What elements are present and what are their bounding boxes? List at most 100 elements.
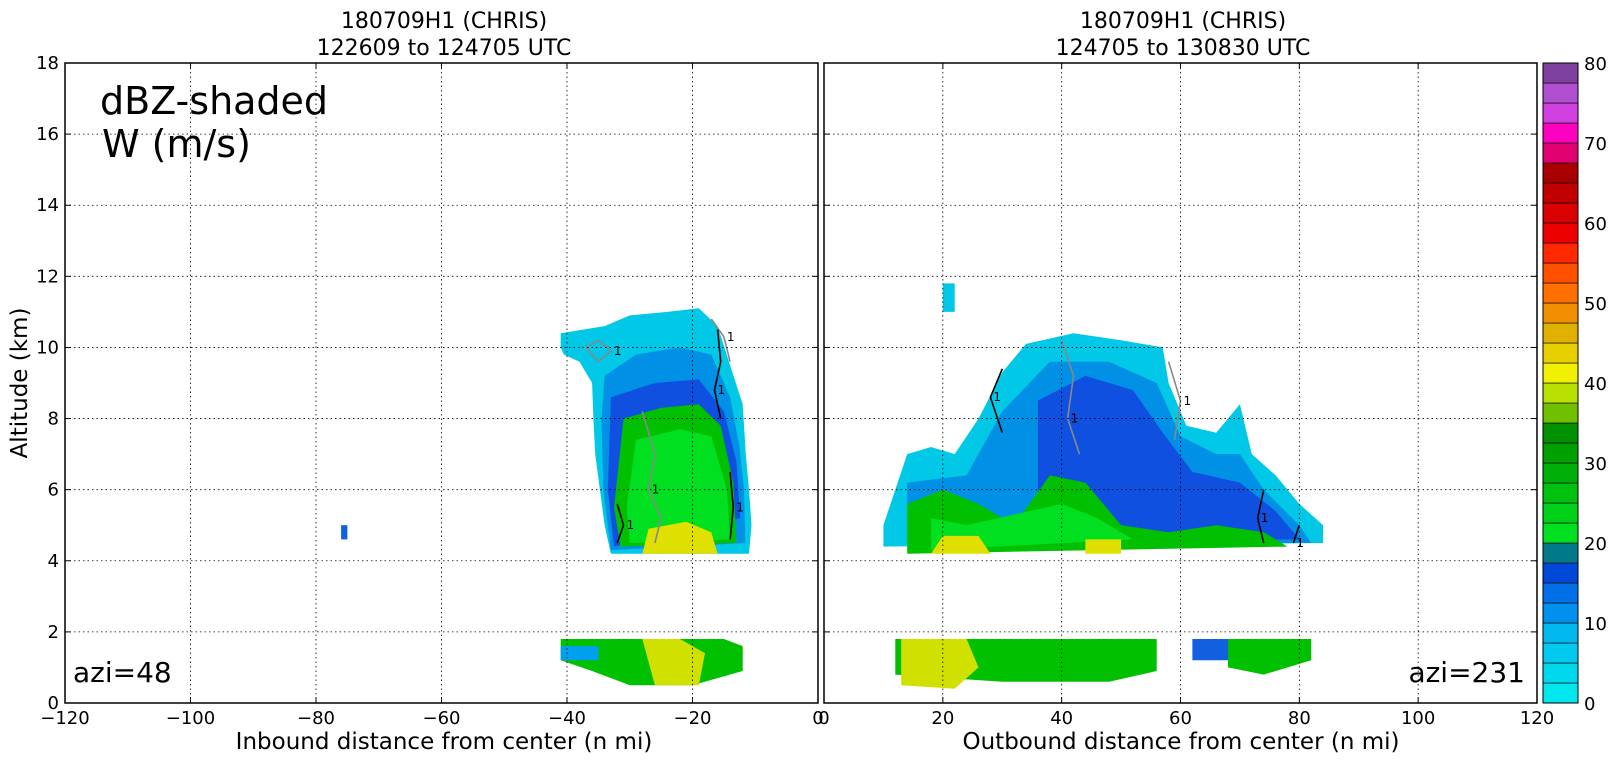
right-lower-echo-9 (1192, 639, 1228, 661)
right-azimuth-label: azi=231 (1408, 656, 1525, 689)
colorbar-tick-label-4: 40 (1584, 374, 1607, 395)
colorbar-swatch-25 (1542, 182, 1579, 204)
colorbar-tick-label-0: 0 (1584, 694, 1595, 715)
colorbar-swatch-6 (1542, 562, 1579, 584)
right-mid-echo-4 (931, 503, 1133, 551)
colorbar-tick-label-2: 20 (1584, 534, 1607, 555)
colorbar-frame (1542, 62, 1579, 704)
left-y-tick-label-4: 8 (48, 409, 59, 430)
right-bright-band-6 (1085, 539, 1122, 554)
right-ticks: 0 20 40 60 80 100 120 (818, 62, 1554, 729)
left-w-contour-2 (710, 318, 731, 362)
right-contour-label-4: 1 (1296, 536, 1304, 550)
left-y-tick-label-8: 16 (36, 124, 59, 145)
right-x-tick-label-2: 40 (1050, 708, 1073, 729)
left-lower-echo-7 (642, 639, 705, 686)
right-echo-layer (883, 283, 1324, 689)
right-x-tick-label-3: 60 (1169, 708, 1192, 729)
left-bright-band-5 (642, 521, 718, 554)
right-x-tick-label-0: 0 (818, 708, 829, 729)
left-x-tick-label-2: −80 (297, 708, 335, 729)
left-azimuth-label: azi=48 (73, 656, 172, 689)
colorbar-swatch-19 (1542, 302, 1579, 324)
left-contour-label-2: 1 (727, 330, 735, 344)
left-x-tick-label-4: −40 (548, 708, 586, 729)
colorbar-swatch-7 (1542, 542, 1579, 564)
left-mid-echo-4 (626, 429, 731, 543)
right-lower-echo-8 (901, 639, 979, 689)
colorbar-tick-label-7: 70 (1584, 134, 1607, 155)
right-x-tick-label-5: 100 (1401, 708, 1435, 729)
left-panel-title-line2: 122609 to 124705 UTC (317, 36, 572, 61)
colorbar-swatch-5 (1542, 582, 1579, 604)
colorbar-swatches (1542, 62, 1579, 704)
colorbar-ticks: 0 10 20 30 40 50 60 70 80 (1584, 54, 1607, 715)
right-lower-echo-11 (942, 283, 955, 312)
left-w-contour-1 (641, 411, 662, 544)
colorbar-swatch-9 (1542, 502, 1579, 524)
left-w-contour-0 (585, 339, 613, 363)
left-x-tick-label-5: −20 (674, 708, 712, 729)
right-contour-label-0: 1 (1071, 412, 1079, 426)
right-w-contour-4 (1292, 524, 1301, 544)
right-panel-title-line2: 124705 to 130830 UTC (1056, 36, 1311, 61)
colorbar-swatch-17 (1542, 342, 1579, 364)
left-x-axis-label: Inbound distance from center (n mi) (236, 729, 653, 755)
right-grid (824, 63, 1537, 703)
colorbar-swatch-29 (1542, 102, 1579, 124)
colorbar-swatch-13 (1542, 422, 1579, 444)
right-upper-echo-2 (1037, 375, 1300, 540)
colorbar-swatch-15 (1542, 382, 1579, 404)
left-isolated-echo-9 (341, 525, 348, 540)
left-w-contour-3 (713, 329, 722, 419)
left-y-tick-label-1: 2 (48, 622, 59, 643)
colorbar-swatch-30 (1542, 82, 1579, 104)
left-y-tick-label-5: 10 (36, 337, 59, 358)
right-x-tick-label-6: 120 (1520, 708, 1554, 729)
left-y-axis-label: Altitude (km) (7, 308, 33, 459)
colorbar-swatch-14 (1542, 402, 1579, 424)
right-w-contour-3 (1256, 489, 1265, 544)
colorbar-swatch-23 (1542, 222, 1579, 244)
right-x-tick-label-1: 20 (931, 708, 954, 729)
left-w-contour-4 (616, 503, 625, 544)
left-x-tick-label-1: −100 (166, 708, 215, 729)
colorbar-tick-label-3: 30 (1584, 454, 1607, 475)
left-panel-title-line1: 180709H1 (CHRIS) (341, 9, 547, 34)
left-x-tick-label-6: 0 (812, 708, 823, 729)
colorbar-swatch-22 (1542, 242, 1579, 264)
left-w-contour-5 (729, 471, 735, 540)
colorbar-swatch-11 (1542, 462, 1579, 484)
right-x-tick-label-4: 80 (1288, 708, 1311, 729)
colorbar-swatch-4 (1542, 602, 1579, 624)
right-bright-band-5 (931, 535, 991, 554)
colorbar-swatch-0 (1542, 682, 1579, 704)
left-y-tick-label-6: 12 (36, 266, 59, 287)
right-x-axis-label: Outbound distance from center (n mi) (963, 729, 1400, 755)
left-x-tick-label-3: −60 (423, 708, 461, 729)
left-contour-label-3: 1 (717, 383, 725, 397)
left-y-tick-label-2: 4 (48, 551, 59, 572)
colorbar-tick-label-6: 60 (1584, 214, 1607, 235)
colorbar-swatch-3 (1542, 622, 1579, 644)
colorbar-swatch-27 (1542, 142, 1579, 164)
colorbar-swatch-20 (1542, 282, 1579, 304)
left-ticks: −120 −100 −80 −60 −40 −20 0 0 2 4 6 8 10 12 14 16 18 (36, 53, 824, 729)
left-y-tick-label-3: 6 (48, 480, 59, 501)
colorbar-swatch-31 (1542, 62, 1579, 84)
colorbar-tick-label-1: 10 (1584, 614, 1607, 635)
left-y-tick-label-7: 14 (36, 195, 59, 216)
right-panel: 1 1 1 1 1 0 20 40 60 80 100 120 azi=231 Outbound d… (818, 62, 1554, 755)
left-x-tick-label-0: −120 (40, 708, 89, 729)
right-contour-label-2: 1 (993, 390, 1001, 404)
left-lower-echo-8 (560, 646, 599, 661)
colorbar-swatch-21 (1542, 262, 1579, 284)
left-echo-layer (341, 308, 752, 686)
right-w-contour-2 (989, 368, 1004, 434)
left-contour-label-4: 1 (626, 518, 634, 532)
colorbar-swatch-12 (1542, 442, 1579, 464)
colorbar: 0 10 20 30 40 50 60 70 80 (1542, 54, 1607, 715)
